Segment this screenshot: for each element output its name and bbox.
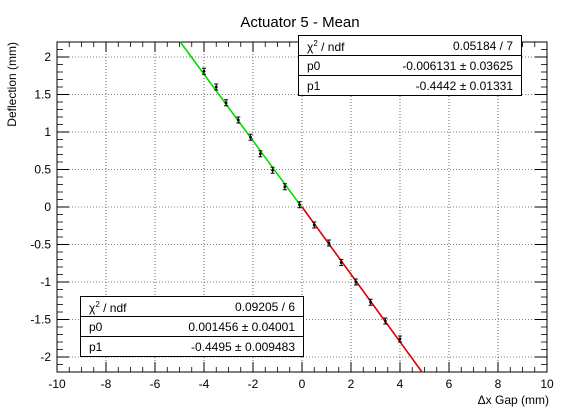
- p1-row: p1 -0.4442 ± 0.01331: [299, 76, 521, 95]
- data-point: [248, 133, 253, 141]
- y-tick-label: -1: [40, 275, 51, 289]
- data-point: [282, 183, 287, 191]
- point-marker: [249, 135, 252, 139]
- x-tick-label: -10: [48, 377, 66, 391]
- y-tick-label: 0.5: [34, 163, 51, 177]
- x-tick-label: 0: [299, 377, 306, 391]
- x-tick-label: -4: [199, 377, 210, 391]
- y-tick-label: 2: [44, 50, 51, 64]
- data-point: [214, 83, 219, 91]
- chi2-value: 0.09205 / 6: [234, 300, 295, 314]
- fit-stats-box-bottom: χ2 / ndf 0.09205 / 6 p0 0.001456 ± 0.040…: [80, 296, 304, 357]
- data-point: [224, 99, 229, 107]
- y-tick-label: -0.5: [30, 238, 51, 252]
- x-tick-label: 6: [446, 377, 453, 391]
- data-point: [236, 116, 241, 124]
- y-tick-label: -1.5: [30, 313, 51, 327]
- point-marker: [398, 337, 402, 341]
- data-point: [202, 67, 206, 75]
- p1-label: p1: [307, 79, 321, 93]
- x-tick-label: 8: [495, 377, 502, 391]
- point-marker: [236, 118, 240, 122]
- axis-ticks: -10 -8 -6 -4 -2 0 2 4 6 8 10 -2 -1.5 -1 -0.5 0 0.5 1 1.5 2: [30, 42, 554, 391]
- data-point: [398, 335, 402, 343]
- y-axis-label: Deflection (mm): [5, 42, 19, 127]
- x-tick-label: 4: [397, 377, 404, 391]
- point-marker: [224, 101, 228, 105]
- chi2-label: χ2 / ndf: [89, 300, 127, 315]
- data-point: [297, 201, 302, 209]
- data-point: [339, 259, 344, 266]
- p1-row: p1 -0.4495 ± 0.009483: [81, 337, 303, 356]
- x-axis-label: Δx Gap (mm): [478, 393, 549, 407]
- y-tick-label: -2: [40, 350, 51, 364]
- data-point: [353, 278, 358, 286]
- x-tick-label: 2: [348, 377, 355, 391]
- chart-title: Actuator 5 - Mean: [240, 14, 359, 31]
- point-marker: [383, 319, 387, 323]
- point-marker: [258, 152, 262, 156]
- data-point: [383, 317, 388, 325]
- p1-value: -0.4442 ± 0.01331: [415, 79, 513, 93]
- y-tick-label: 0: [44, 200, 51, 214]
- point-marker: [327, 241, 331, 245]
- chi2-row: χ2 / ndf 0.09205 / 6: [81, 297, 303, 317]
- data-point: [258, 150, 263, 158]
- fit-line: [179, 41, 303, 208]
- point-marker: [339, 261, 343, 264]
- point-marker: [202, 69, 206, 73]
- fit-lines: [179, 41, 423, 373]
- p0-value: 0.001456 ± 0.04001: [188, 320, 295, 334]
- point-marker: [283, 185, 287, 189]
- x-tick-label: 10: [540, 377, 554, 391]
- x-tick-label: -8: [101, 377, 112, 391]
- p0-row: p0 -0.006131 ± 0.03625: [299, 56, 521, 76]
- data-points: [202, 67, 402, 343]
- data-point: [368, 298, 373, 306]
- point-marker: [271, 168, 274, 172]
- p0-row: p0 0.001456 ± 0.04001: [81, 317, 303, 337]
- p1-label: p1: [89, 340, 103, 354]
- point-marker: [354, 280, 358, 284]
- fit-line: [301, 206, 423, 373]
- point-marker: [298, 203, 301, 207]
- point-marker: [369, 300, 372, 304]
- data-point: [270, 166, 275, 174]
- p0-label: p0: [89, 320, 103, 334]
- p0-label: p0: [307, 59, 321, 73]
- data-point: [326, 239, 331, 247]
- point-marker: [312, 223, 316, 227]
- x-tick-label: -2: [248, 377, 259, 391]
- y-tick-label: 1.5: [34, 88, 51, 102]
- chi2-value: 0.05184 / 7: [452, 39, 513, 53]
- p0-value: -0.006131 ± 0.03625: [402, 59, 513, 73]
- x-tick-label: -6: [150, 377, 161, 391]
- fit-stats-box-top: χ2 / ndf 0.05184 / 7 p0 -0.006131 ± 0.03…: [298, 35, 522, 96]
- chi2-label: χ2 / ndf: [307, 39, 345, 54]
- p1-value: -0.4495 ± 0.009483: [190, 340, 295, 354]
- chi2-row: χ2 / ndf 0.05184 / 7: [299, 36, 521, 56]
- y-tick-label: 1: [44, 125, 51, 139]
- data-point: [312, 221, 317, 229]
- point-marker: [214, 85, 218, 89]
